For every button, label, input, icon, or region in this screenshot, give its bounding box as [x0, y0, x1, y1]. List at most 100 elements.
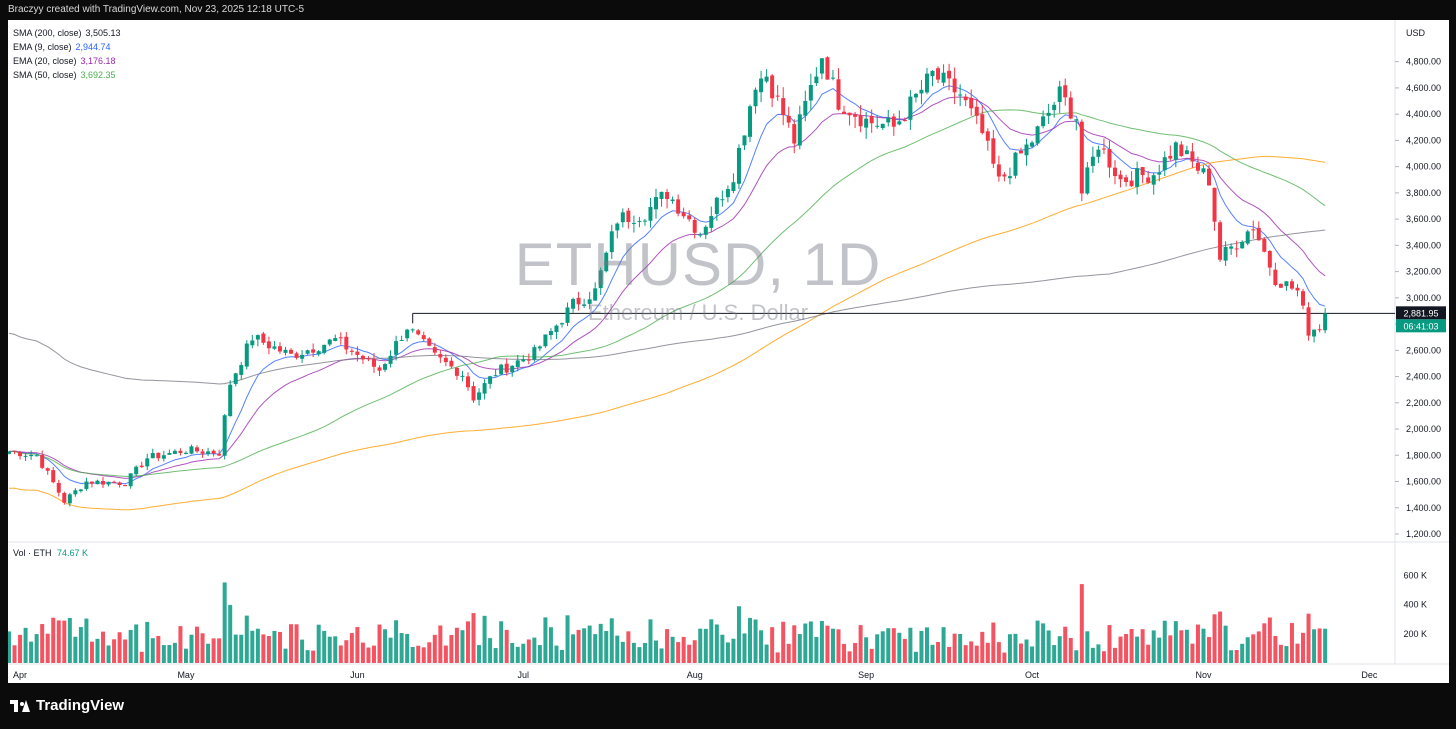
price-tick-label: 4,200.00: [1406, 135, 1441, 145]
volume-bar: [349, 633, 354, 663]
candle-body: [1278, 283, 1283, 288]
chart-panel[interactable]: 1,200.00 1,400.00 1,600.00 1,800.00 2,000.00…: [8, 20, 1449, 683]
volume-bar: [1140, 629, 1145, 663]
candle-body: [1207, 168, 1212, 186]
volume-bar: [924, 627, 929, 663]
volume-bar: [377, 624, 382, 663]
candle-body: [692, 219, 697, 233]
time-tick-label: Jul: [518, 670, 530, 680]
volume-bar: [1068, 637, 1073, 663]
volume-bar: [1229, 650, 1234, 663]
candle-body: [1179, 144, 1184, 157]
candle-body: [250, 340, 255, 346]
candle-body: [1124, 177, 1129, 182]
volume-bar: [1190, 643, 1195, 663]
volume-bar: [1251, 634, 1256, 663]
volume-bar: [272, 630, 277, 663]
candle-body: [499, 364, 504, 375]
candle-body: [84, 481, 89, 489]
volume-bar: [571, 634, 576, 663]
candle-body: [200, 451, 205, 454]
candle-body: [366, 358, 371, 360]
candle-body: [880, 123, 885, 129]
volume-bar: [101, 631, 106, 663]
volume-bar: [23, 627, 28, 663]
volume-bar: [300, 639, 305, 663]
volume-bar: [172, 642, 177, 663]
candle-body: [1002, 174, 1007, 177]
volume-bar: [582, 628, 587, 663]
volume-bar: [902, 638, 907, 663]
candle-body: [825, 57, 830, 80]
volume-bar: [1289, 623, 1294, 663]
price-tick-label: 3,000.00: [1406, 293, 1441, 303]
candle-body: [432, 347, 437, 353]
volume-bar: [371, 645, 376, 663]
candle-body: [736, 147, 741, 184]
volume-bar: [416, 645, 421, 663]
volume-bar: [1312, 629, 1317, 663]
volume-bar: [908, 627, 913, 663]
legend-row-sma200[interactable]: SMA (200, close) 3,505.13: [13, 28, 121, 38]
volume-bar: [543, 617, 548, 663]
volume-bar: [327, 636, 332, 663]
volume-bar: [665, 629, 670, 663]
candle-body: [676, 199, 681, 214]
candle-body: [1184, 150, 1189, 155]
legend-row-ema9[interactable]: EMA (9, close) 2,944.74: [13, 42, 111, 52]
volume-bar: [1245, 637, 1250, 663]
volume-bar: [886, 628, 891, 663]
candle-body: [847, 112, 852, 116]
tradingview-brand[interactable]: TradingView: [10, 697, 124, 714]
volume-legend[interactable]: Vol · ETH 74.67 K: [13, 548, 89, 558]
candle-body: [421, 335, 426, 340]
candle-body: [45, 468, 50, 471]
candle-body: [947, 70, 952, 79]
candle-body: [1113, 167, 1117, 177]
candle-body: [95, 480, 100, 485]
candle-body: [924, 73, 929, 93]
candle-body: [814, 76, 819, 84]
legend-row-ema20[interactable]: EMA (20, close) 3,176.18: [13, 56, 116, 66]
candle-body: [399, 339, 404, 341]
candle-body: [388, 355, 393, 364]
price-tick-label: 3,400.00: [1406, 240, 1441, 250]
candle-body: [1024, 144, 1029, 156]
candle-body: [654, 197, 659, 210]
candle-body: [659, 191, 664, 199]
candle-body: [1074, 119, 1079, 121]
volume-bar: [980, 631, 985, 663]
volume-bar: [1240, 643, 1245, 663]
volume-bar: [593, 634, 598, 663]
legend-row-sma50[interactable]: SMA (50, close) 3,692.35: [13, 70, 116, 80]
candlestick-chart[interactable]: 1,200.00 1,400.00 1,600.00 1,800.00 2,000.00…: [8, 20, 1449, 683]
volume-bar: [1007, 634, 1012, 663]
candle-body: [941, 72, 946, 83]
volume-bar: [1184, 629, 1189, 663]
candle-body: [1052, 104, 1057, 111]
candle-body: [482, 383, 487, 394]
volume-bar: [576, 629, 581, 663]
volume-bar: [1107, 625, 1112, 663]
volume-bar: [12, 645, 17, 663]
candle-body: [1273, 269, 1278, 285]
volume-bar: [963, 645, 968, 663]
candle-body: [991, 138, 996, 164]
volume-bar: [1124, 634, 1129, 663]
volume-bar: [1135, 636, 1140, 663]
volume-bar: [294, 624, 299, 663]
volume-bar: [1207, 636, 1212, 663]
volume-bar: [637, 647, 642, 663]
volume-bar: [316, 624, 321, 663]
volume-bar: [615, 635, 620, 663]
volume-bar: [128, 630, 133, 663]
volume-bar: [687, 644, 692, 663]
volume-bar: [1168, 635, 1173, 663]
volume-bar: [1301, 632, 1306, 663]
volume-bar: [333, 636, 338, 663]
candle-body: [1079, 121, 1084, 194]
volume-bar: [941, 627, 946, 663]
price-tick-label: 1,200.00: [1406, 529, 1441, 539]
volume-bar: [167, 645, 172, 663]
volume-bar: [587, 625, 592, 663]
